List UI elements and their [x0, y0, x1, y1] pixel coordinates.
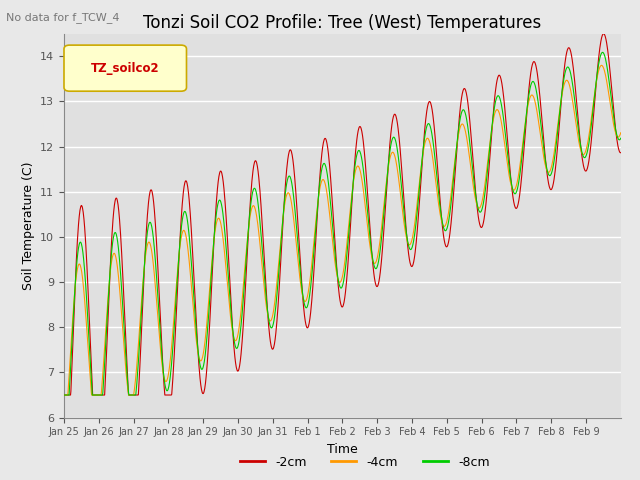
- FancyBboxPatch shape: [64, 45, 186, 91]
- Legend: -2cm, -4cm, -8cm: -2cm, -4cm, -8cm: [235, 451, 495, 474]
- Title: Tonzi Soil CO2 Profile: Tree (West) Temperatures: Tonzi Soil CO2 Profile: Tree (West) Temp…: [143, 14, 541, 32]
- X-axis label: Time: Time: [327, 443, 358, 456]
- Y-axis label: Soil Temperature (C): Soil Temperature (C): [22, 161, 35, 290]
- Text: TZ_soilco2: TZ_soilco2: [91, 61, 159, 75]
- Text: No data for f_TCW_4: No data for f_TCW_4: [6, 12, 120, 23]
